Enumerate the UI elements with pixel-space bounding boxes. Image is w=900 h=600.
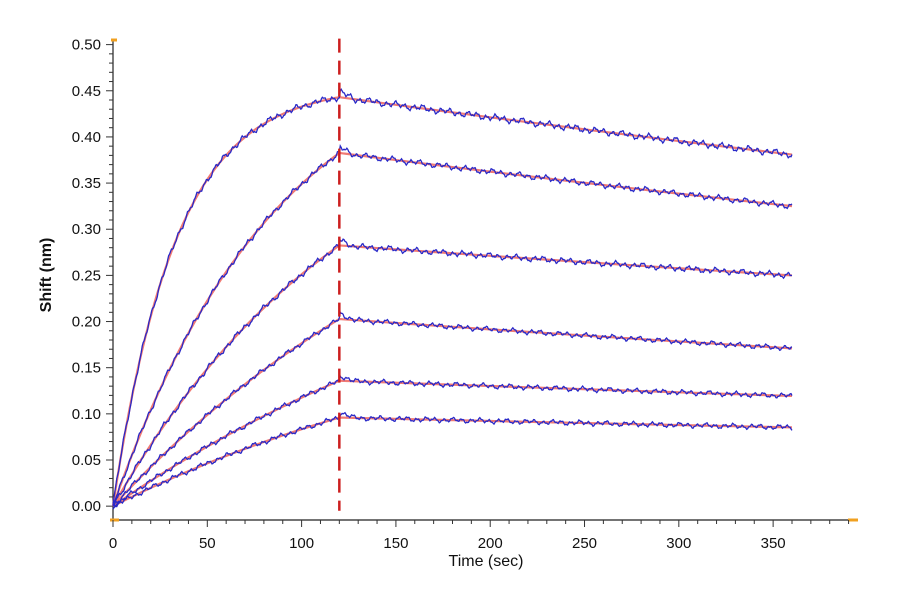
y-tick-label: 0.45 — [72, 83, 101, 100]
measured-curve-4 — [112, 310, 793, 507]
y-tick-label: 0.25 — [72, 267, 101, 284]
fit-curve-3 — [112, 244, 793, 507]
y-tick-label: 0.20 — [72, 314, 101, 331]
measured-curve-6 — [112, 411, 793, 510]
x-tick-label: 350 — [761, 535, 786, 552]
axes: 0.00 0.05 0.10 0.15 0.20 0.25 0.30 0.35 0.40 0.45… — [72, 37, 858, 552]
measured-curve-5 — [112, 374, 793, 508]
y-tick-label: 0.10 — [72, 406, 101, 423]
measured-curve-3 — [112, 238, 793, 507]
y-tick-label: 0.35 — [72, 175, 101, 192]
x-tick-label: 200 — [478, 535, 503, 552]
x-tick-label: 300 — [666, 535, 691, 552]
x-tick-label: 150 — [383, 535, 408, 552]
fit-curves — [111, 96, 793, 508]
fit-curve-4 — [112, 317, 793, 507]
measured-curve-1 — [112, 87, 793, 507]
y-tick-label: 0.50 — [72, 37, 101, 54]
fit-curve-1 — [111, 96, 793, 507]
x-tick-label: 250 — [572, 535, 597, 552]
fit-curve-6 — [112, 416, 793, 508]
measured-curves — [112, 87, 793, 510]
y-tick-label: 0.00 — [72, 498, 101, 515]
fit-curve-2 — [111, 151, 793, 507]
y-tick-label: 0.30 — [72, 221, 101, 238]
x-tick-label: 0 — [109, 535, 117, 552]
measured-curve-2 — [112, 144, 793, 504]
y-tick-label: 0.40 — [72, 129, 101, 146]
y-tick-label: 0.15 — [72, 360, 101, 377]
y-tick-label: 0.05 — [72, 452, 101, 469]
x-tick-label: 100 — [289, 535, 314, 552]
x-tick-label: 50 — [199, 535, 216, 552]
x-axis-title: Time (sec) — [449, 553, 524, 570]
y-axis-title: Shift (nm) — [38, 238, 55, 313]
